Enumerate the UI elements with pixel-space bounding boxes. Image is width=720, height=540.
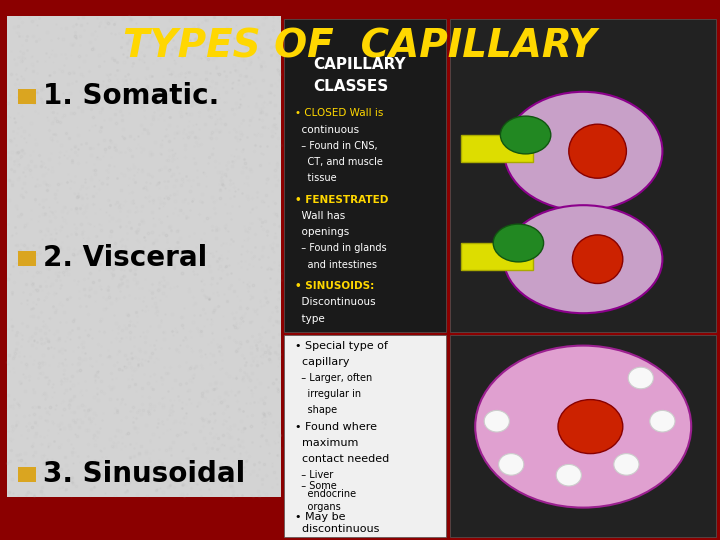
Text: 2. Visceral: 2. Visceral [43,244,207,272]
FancyBboxPatch shape [7,16,281,497]
Text: type: type [295,314,325,323]
Text: • May be: • May be [295,512,346,522]
Ellipse shape [498,454,523,475]
Ellipse shape [475,346,691,508]
Text: Wall has: Wall has [295,211,346,221]
Ellipse shape [628,367,654,389]
Text: – Liver: – Liver [295,470,333,480]
Text: CAPILLARY: CAPILLARY [313,57,406,72]
FancyBboxPatch shape [450,335,716,537]
Text: shape: shape [295,406,338,415]
Text: endocrine: endocrine [295,489,356,499]
Text: – Found in CNS,: – Found in CNS, [295,141,378,151]
Ellipse shape [493,224,544,262]
Ellipse shape [558,400,623,454]
FancyBboxPatch shape [18,467,36,482]
Ellipse shape [504,92,662,211]
Text: tissue: tissue [295,173,337,183]
Text: maximum: maximum [295,438,359,448]
Ellipse shape [649,410,675,432]
Ellipse shape [500,116,551,154]
Text: – Some: – Some [295,481,337,491]
Text: – Found in glands: – Found in glands [295,244,387,253]
Text: openings: openings [295,227,349,237]
Text: • Special type of: • Special type of [295,341,388,350]
Text: – Larger, often: – Larger, often [295,373,372,383]
Text: CT, and muscle: CT, and muscle [295,157,383,167]
Text: 3. Sinusoidal: 3. Sinusoidal [43,460,246,488]
Text: contact needed: contact needed [295,454,390,464]
FancyBboxPatch shape [461,243,533,270]
Ellipse shape [484,410,510,432]
Text: Discontinuous: Discontinuous [295,298,376,307]
FancyBboxPatch shape [450,19,716,332]
Text: • FENESTRATED: • FENESTRATED [295,195,389,205]
Ellipse shape [613,454,639,475]
FancyBboxPatch shape [284,335,446,537]
Text: discontinuous: discontinuous [295,524,379,534]
Ellipse shape [569,124,626,178]
Text: 1. Somatic.: 1. Somatic. [43,82,220,110]
Text: continuous: continuous [295,125,359,134]
Ellipse shape [504,205,662,313]
Text: • Found where: • Found where [295,422,377,431]
Text: capillary: capillary [295,357,350,367]
Text: • CLOSED Wall is: • CLOSED Wall is [295,109,384,118]
Text: and intestines: and intestines [295,260,377,269]
Text: organs: organs [295,502,341,511]
Ellipse shape [557,464,582,486]
Text: irregular in: irregular in [295,389,361,399]
FancyBboxPatch shape [461,135,533,162]
Ellipse shape [572,235,623,284]
FancyBboxPatch shape [18,89,36,104]
Text: • SINUSOIDS:: • SINUSOIDS: [295,281,374,291]
Text: CLASSES: CLASSES [313,79,389,94]
Text: TYPES OF  CAPILLARY: TYPES OF CAPILLARY [123,27,597,65]
FancyBboxPatch shape [18,251,36,266]
FancyBboxPatch shape [284,19,446,332]
